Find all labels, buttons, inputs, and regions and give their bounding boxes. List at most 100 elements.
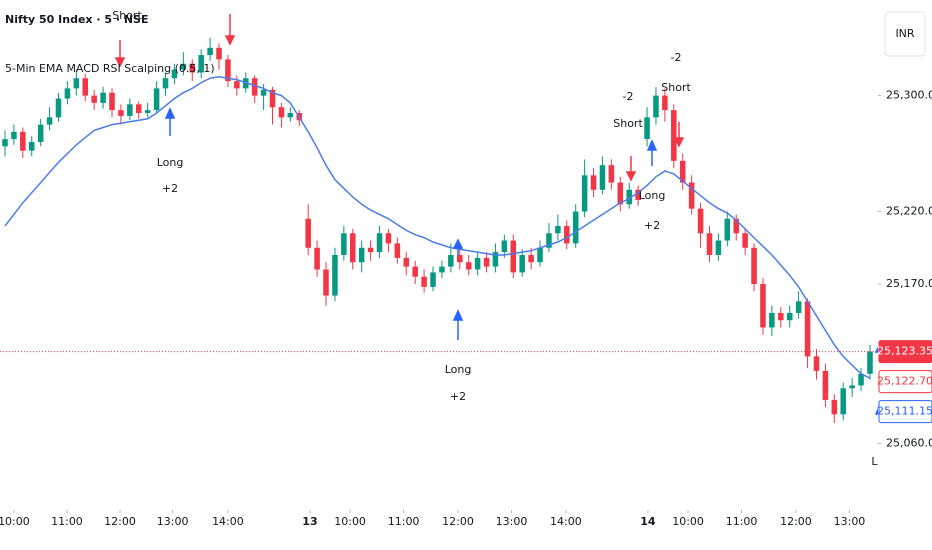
candle-body	[341, 233, 347, 255]
candle-body	[430, 272, 436, 287]
price-badge	[878, 370, 932, 394]
candle-body	[385, 233, 392, 244]
x-tick-label: 14:00	[212, 515, 244, 528]
candle-body	[189, 63, 196, 73]
candle-body	[37, 124, 44, 142]
candle-body	[599, 165, 606, 190]
candle-body	[653, 95, 659, 118]
candle-body	[278, 107, 285, 118]
candle-body	[626, 189, 632, 205]
candle-body	[367, 247, 374, 253]
candle-body	[216, 47, 222, 60]
candle-body	[795, 301, 802, 313]
candle-body	[813, 356, 820, 371]
candle-body	[180, 63, 187, 70]
candle-body	[225, 59, 231, 82]
x-tick-label: 14:00	[550, 515, 582, 528]
x-tick-label: 13:00	[496, 515, 528, 528]
candle-body	[483, 257, 490, 267]
candle-body	[127, 104, 133, 116]
candle-body	[82, 78, 89, 96]
candle-body	[350, 233, 356, 263]
signal-label: Short	[112, 9, 142, 22]
candle-body	[679, 160, 686, 183]
signal-label: Short	[613, 117, 643, 130]
candle-body	[46, 117, 53, 125]
candle-body	[715, 240, 722, 255]
candle-body	[28, 141, 35, 151]
candle-body	[590, 175, 597, 190]
candle-body	[778, 312, 784, 321]
x-tick-label: 14	[640, 515, 656, 528]
candle-body	[492, 252, 499, 267]
price-badge-label: 25,123.35	[877, 345, 932, 358]
candle-body	[724, 218, 731, 241]
chart-title: Nifty 50 Index · 5 · NSE	[5, 13, 148, 26]
candle-body	[439, 266, 445, 273]
x-tick-label: 10:00	[0, 515, 30, 528]
candle-body	[2, 139, 8, 147]
price-badge-label: 25,122.70	[877, 375, 932, 388]
candle-body	[608, 165, 615, 183]
candle-body	[376, 233, 383, 253]
price-axis-bg	[878, 0, 932, 550]
candle-body	[831, 399, 838, 415]
candle-body	[555, 226, 561, 234]
x-tick-label: 11:00	[51, 515, 83, 528]
candle-body	[671, 110, 677, 161]
candle-body	[207, 47, 213, 56]
candle-body	[403, 257, 410, 267]
candle-body	[73, 78, 80, 89]
short-arrows	[114, 14, 685, 182]
y-tick-label: 25,220.00	[886, 205, 932, 218]
x-tick-label: 10:00	[334, 515, 366, 528]
candle-body	[162, 78, 169, 89]
candle-body	[305, 218, 311, 248]
candle-body	[528, 255, 534, 263]
candle-body	[688, 182, 695, 209]
candle-body	[537, 247, 543, 263]
plot-area	[0, 37, 878, 424]
candle-body	[849, 385, 855, 389]
price-badge	[878, 400, 932, 424]
candle-body	[546, 233, 552, 248]
candle-body	[564, 226, 570, 244]
candle-body	[412, 266, 418, 277]
signal-label: +2	[162, 182, 178, 195]
candle-body	[635, 189, 641, 200]
candle-body	[109, 92, 115, 111]
candle-body	[358, 247, 365, 263]
candle-body	[198, 55, 204, 73]
candle-body	[323, 269, 329, 296]
candle-body	[314, 247, 320, 270]
price-badge-label: 25,111.15	[877, 405, 932, 418]
ema-line	[4, 76, 871, 379]
candle-body	[260, 89, 267, 96]
candle-body	[100, 92, 106, 103]
candle-body	[644, 117, 650, 140]
time-axis: 10:00 11:00 12:00 13:00 14:00 13 10:00 11:00 12:…	[0, 510, 865, 528]
x-tick-label: 10:00	[672, 515, 704, 528]
candle-body	[332, 255, 338, 296]
candle-body	[135, 104, 142, 114]
candle-body	[858, 373, 864, 386]
signal-label: -2	[671, 51, 682, 64]
candle-body	[697, 208, 704, 234]
candle-body	[474, 257, 481, 270]
candle-body	[394, 243, 401, 258]
currency: INR	[895, 27, 914, 40]
candle-body	[617, 182, 624, 205]
candle-body	[55, 98, 62, 118]
currency-box	[884, 11, 926, 57]
candle-body	[804, 301, 811, 357]
candle-body	[251, 78, 258, 96]
candle-body	[742, 233, 748, 248]
signal-label: Long	[445, 363, 472, 376]
candle-body	[519, 255, 525, 273]
x-tick-label: 11:00	[388, 515, 420, 528]
candle-body	[786, 312, 793, 321]
x-tick-label: 13	[302, 515, 317, 528]
